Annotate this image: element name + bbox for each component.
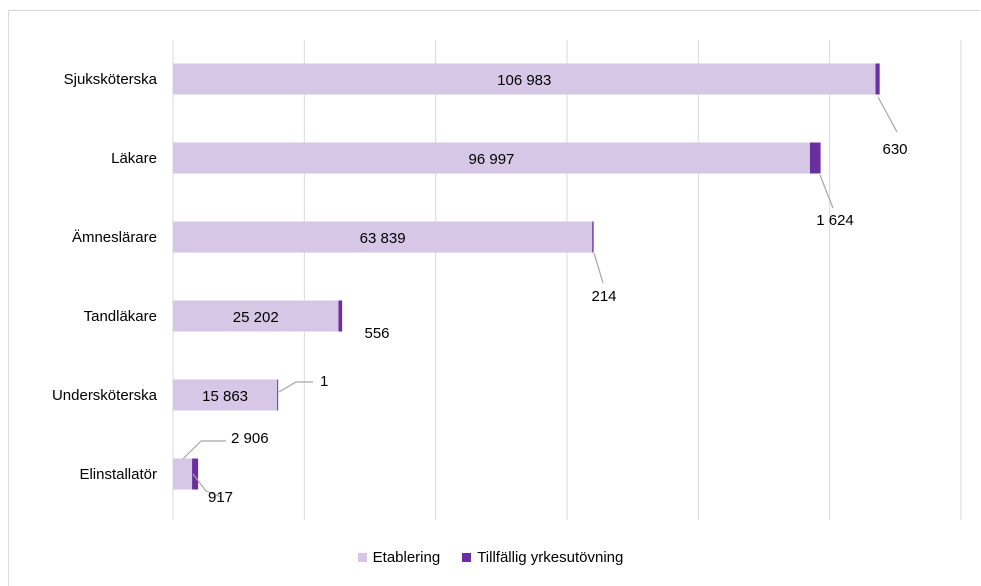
gridlines [172,40,962,520]
bar-etablering [173,458,193,490]
bar-etablering [173,300,339,332]
data-label-tillfallig: 214 [591,288,616,305]
bar-tillfallig [277,379,279,411]
category-labels: Sjuksköterska Läkare Ämneslärare Tandläkare… [52,71,158,483]
category-label: Ämneslärare [72,229,157,246]
leader-line [182,440,226,460]
bar-tillfallig [338,300,343,332]
data-label-etablering: 63 839 [360,230,406,247]
legend-label-etablering: Etablering [372,549,441,566]
bar-etablering [173,63,876,95]
data-label-tillfallig: 630 [882,141,907,158]
data-label-etablering: 96 997 [469,151,515,168]
bars [173,63,880,490]
leader-line [192,473,222,498]
legend-item-tillfallig: Tillfällig yrkesutövning [462,549,623,566]
category-label: Elinstallatör [79,466,157,483]
bar-etablering [173,142,810,174]
chart-frame [8,10,980,586]
leader-line [877,96,898,133]
data-label-etablering: 106 983 [497,72,551,89]
category-label: Tandläkare [84,308,157,325]
data-label-etablering: 25 202 [233,309,279,326]
category-label: Sjuksköterska [64,71,158,88]
legend: Etablering Tillfällig yrkesutövning [0,549,981,566]
bar-etablering [173,221,593,253]
data-label-etablering: 15 863 [202,388,248,405]
legend-item-etablering: Etablering [357,549,441,566]
category-label: Undersköterska [52,387,158,404]
data-label-tillfallig: 556 [364,325,389,342]
bar-tillfallig [809,142,821,174]
bar-etablering [173,379,278,411]
data-label-tillfallig: 1 [320,373,328,390]
data-label-etablering: 2 906 [231,430,269,447]
bar-tillfallig [192,458,199,490]
data-labels: 106 983 630 96 997 1 624 63 839 214 25 202 556 1… [182,72,908,506]
data-label-tillfallig: 1 624 [816,212,854,229]
bar-tillfallig [875,63,880,95]
category-label: Läkare [111,150,157,167]
legend-label-tillfallig: Tillfällig yrkesutövning [477,549,624,566]
leader-line [278,381,313,393]
legend-swatch-etablering [357,553,367,562]
leader-line [819,174,834,209]
data-label-tillfallig: 917 [208,489,233,506]
legend-swatch-tillfallig [462,553,472,562]
leader-line [593,252,604,284]
bar-tillfallig [592,221,594,253]
